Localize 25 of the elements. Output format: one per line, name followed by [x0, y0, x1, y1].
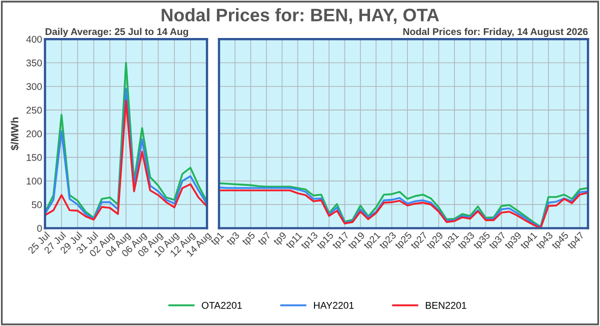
y-tick-label: 0: [37, 224, 42, 232]
x-tick-label: tp11: [285, 232, 304, 250]
text: Nodal Prices for: BEN, HAY, OTA: [162, 8, 439, 24]
chart-subtitle: Daily Average: 25 Jul to 14 Aug: [46, 28, 188, 38]
y-tick-label: 300: [26, 83, 42, 90]
y-tick-label: 150: [26, 154, 42, 161]
legend-label: BEN2201: [426, 302, 466, 309]
y-tick-label: 50: [32, 201, 42, 208]
x-tick-label: tp1: [210, 232, 226, 247]
y-tick-label: 250: [26, 106, 42, 114]
chart-subtitle: Nodal Prices for: Friday, 14 August 2026: [403, 28, 588, 38]
y-tick-label: 100: [26, 178, 42, 185]
x-tick-label: tp41: [520, 232, 539, 251]
y-tick-label: 400: [26, 36, 42, 43]
x-tick-label: tp31: [441, 231, 460, 251]
x-tick-label: tp5: [242, 232, 257, 247]
line-series: [45, 62, 207, 219]
x-tick-label: tp21: [362, 231, 382, 251]
y-tick-label: 350: [26, 59, 42, 66]
legend-label: HAY2201: [314, 302, 354, 309]
x-tick-label: tp3: [226, 231, 242, 247]
x-tick-label: tp7: [257, 232, 272, 247]
legend-label: OTA2201: [202, 302, 242, 309]
y-axis-title: $/MWh: [10, 118, 20, 150]
y-tick-label: 200: [26, 130, 42, 138]
